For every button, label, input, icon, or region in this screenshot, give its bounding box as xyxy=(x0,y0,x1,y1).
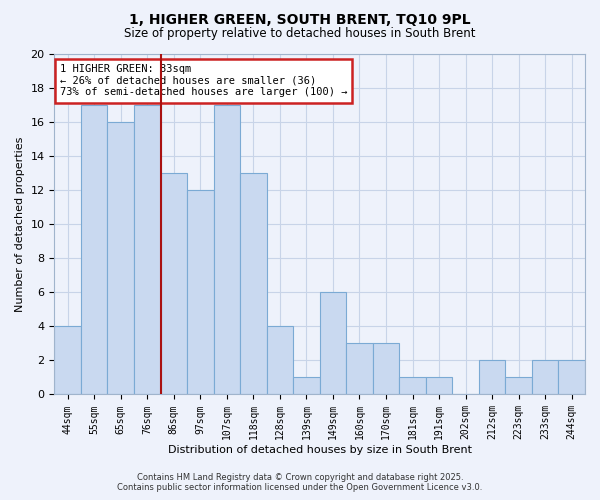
Bar xyxy=(532,360,559,394)
Bar xyxy=(161,173,187,394)
Bar xyxy=(373,344,399,394)
Bar xyxy=(320,292,346,394)
Text: Contains HM Land Registry data © Crown copyright and database right 2025.
Contai: Contains HM Land Registry data © Crown c… xyxy=(118,473,482,492)
Bar xyxy=(293,378,320,394)
Bar xyxy=(187,190,214,394)
Bar xyxy=(266,326,293,394)
Bar xyxy=(240,173,266,394)
Bar xyxy=(479,360,505,394)
Bar xyxy=(81,105,107,395)
Bar xyxy=(559,360,585,394)
Bar xyxy=(214,105,240,395)
Bar xyxy=(55,326,81,394)
Bar xyxy=(505,378,532,394)
Bar xyxy=(426,378,452,394)
Text: 1, HIGHER GREEN, SOUTH BRENT, TQ10 9PL: 1, HIGHER GREEN, SOUTH BRENT, TQ10 9PL xyxy=(129,12,471,26)
Text: 1 HIGHER GREEN: 83sqm
← 26% of detached houses are smaller (36)
73% of semi-deta: 1 HIGHER GREEN: 83sqm ← 26% of detached … xyxy=(60,64,347,98)
X-axis label: Distribution of detached houses by size in South Brent: Distribution of detached houses by size … xyxy=(168,445,472,455)
Bar xyxy=(134,105,161,395)
Text: Size of property relative to detached houses in South Brent: Size of property relative to detached ho… xyxy=(124,28,476,40)
Y-axis label: Number of detached properties: Number of detached properties xyxy=(15,136,25,312)
Bar xyxy=(399,378,426,394)
Bar xyxy=(346,344,373,394)
Bar xyxy=(107,122,134,394)
